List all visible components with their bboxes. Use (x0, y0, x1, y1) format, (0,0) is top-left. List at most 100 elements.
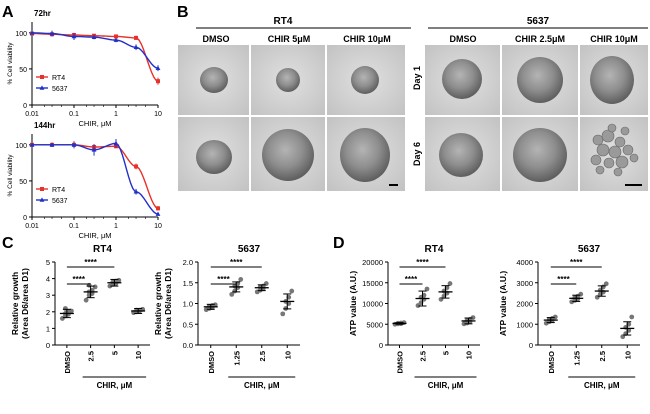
data-point (229, 291, 235, 297)
y-axis-label: (Area D6/area D1) (20, 268, 30, 339)
series-line-RT4 (32, 144, 159, 209)
spheroid (517, 57, 563, 103)
group-title-5637: 5637 (527, 16, 550, 27)
y-tick-label: 50 (19, 179, 27, 186)
x-axis-label: CHIR, μM (584, 381, 620, 390)
x-axis-label: CHIR, μM (97, 381, 133, 390)
data-point-RT4 (134, 164, 139, 169)
category-label: DMSO (207, 351, 216, 374)
cond-rt4-chir5: CHIR 5μM (268, 34, 311, 44)
row-label-day1-5637: Day 1 (412, 66, 422, 90)
y-tick-label: 3 (46, 291, 50, 300)
y-axis-label: % Cell viability (7, 154, 14, 197)
legend-marker (40, 75, 44, 79)
y-tick-label: 5 (46, 258, 50, 267)
data-point (238, 277, 244, 282)
x-axis-label: CHIR, μM (244, 381, 280, 390)
data-point (552, 314, 558, 320)
y-axis-label: (Area D6/area D1) (163, 268, 173, 339)
legend-label: 5637 (52, 86, 68, 93)
spheroid (262, 129, 314, 181)
category-label: 2.5 (258, 351, 267, 361)
y-axis-label: % Cell viability (7, 42, 14, 85)
chart-title: 72hr (34, 9, 51, 18)
data-point (603, 281, 609, 287)
category-label: 10 (283, 351, 292, 359)
y-tick-label: 0 (23, 215, 27, 222)
cond-5637-dmso: DMSO (450, 34, 477, 44)
data-point (470, 315, 476, 321)
y-tick-label: 3000 (516, 279, 533, 288)
data-point-5637 (91, 147, 97, 152)
data-point (415, 303, 421, 308)
x-tick-label: 10 (154, 111, 162, 118)
growth-chart-5637: 5637 0.0 0.5 1.0 1.5 2.0 Relative growth (Area … (153, 244, 300, 390)
atp-chart-rt4: RT4 0 5000 10000 15000 20000 ATP value (A.U.) D… (348, 244, 480, 390)
y-tick-label: 0 (46, 341, 50, 350)
growth-chart-rt4: RT4 0 1 2 3 4 5 Relative growth (Area D6/area D1… (10, 244, 150, 390)
chart-title: RT4 (93, 244, 112, 255)
group-title-rt4: RT4 (274, 16, 293, 27)
cond-5637-chir25: CHIR 2.5μM (515, 34, 565, 44)
significance-label: **** (84, 258, 97, 267)
x-axis-label: CHIR, μM (428, 381, 464, 390)
significance-label: **** (230, 258, 243, 267)
data-point-RT4 (156, 206, 160, 211)
chart-title: 5637 (238, 244, 261, 255)
data-point (289, 288, 295, 294)
category-label: 2.5 (598, 351, 607, 361)
y-tick-label: 50 (19, 67, 27, 74)
data-point (578, 291, 584, 297)
significance-label: **** (73, 275, 86, 284)
data-point-RT4 (114, 34, 118, 39)
y-tick-label: 4 (46, 275, 50, 284)
data-point-RT4 (134, 35, 139, 40)
data-point-RT4 (156, 79, 160, 84)
y-tick-label: 0.0 (183, 341, 193, 350)
y-tick-label: 100 (15, 143, 27, 150)
y-tick-label: 100 (15, 31, 27, 38)
x-axis-label: CHIR, μM (78, 231, 111, 240)
spheroid (513, 128, 567, 182)
category-label: 5 (442, 351, 451, 355)
y-tick-label: 2000 (516, 300, 533, 309)
data-point (280, 311, 286, 317)
category-label: 2.5 (87, 351, 96, 361)
data-point (629, 314, 635, 320)
spheroid (196, 140, 232, 174)
data-point-5637 (113, 37, 119, 42)
data-point-5637 (49, 30, 55, 36)
data-point-5637 (113, 140, 119, 146)
data-point-5637 (71, 142, 77, 147)
x-tick-label: 0.01 (25, 223, 39, 230)
category-label: 10 (134, 351, 143, 359)
legend-label: RT4 (52, 187, 65, 194)
category-label: DMSO (396, 351, 405, 374)
data-point-5637 (71, 33, 77, 39)
y-tick-label: 0 (379, 341, 383, 350)
data-point-5637 (49, 142, 55, 147)
legend-label: RT4 (52, 75, 65, 82)
x-tick-label: 0.1 (69, 111, 79, 118)
y-tick-label: 2 (46, 308, 50, 317)
category-label: 2.5 (419, 351, 428, 361)
category-label: DMSO (63, 351, 72, 374)
scale-bar (625, 184, 642, 186)
x-tick-label: 0.1 (69, 223, 79, 230)
y-axis-label: ATP value (A.U.) (348, 271, 358, 337)
cond-rt4-chir10: CHIR 10μM (343, 34, 391, 44)
chart-title: 144hr (34, 121, 55, 130)
y-axis-label: Relative growth (153, 272, 163, 335)
data-point-5637 (29, 30, 35, 35)
legend-label: 5637 (52, 198, 68, 205)
category-label: 1.25 (232, 351, 241, 366)
y-tick-label: 0.5 (183, 320, 193, 329)
chart-title: 5637 (578, 244, 601, 255)
row-label-day6-5637: Day 6 (412, 142, 422, 166)
x-tick-label: 0.01 (25, 111, 39, 118)
panel-letter-c: C (2, 235, 14, 252)
viability-chart-144hr: 144hr 0 50 100 0.01 0.1 1 10 CHIR, μM % Cell viab… (7, 121, 162, 240)
legend-marker (39, 85, 45, 90)
data-point-5637 (91, 34, 97, 39)
